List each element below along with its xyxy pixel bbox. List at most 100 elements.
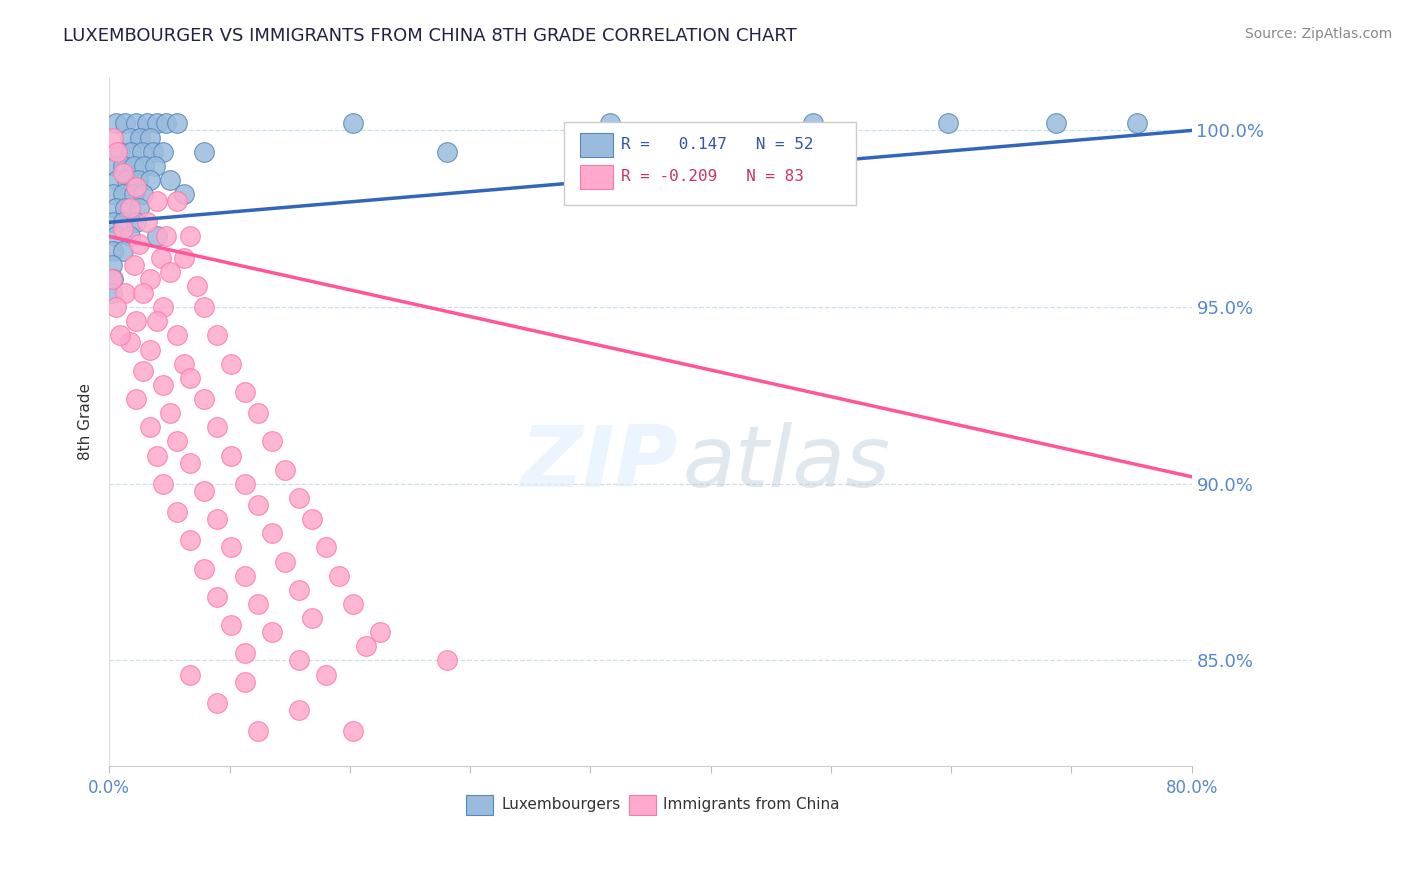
Point — [139, 173, 162, 187]
Point — [103, 130, 125, 145]
Point — [139, 272, 162, 286]
Point — [105, 229, 128, 244]
Point — [118, 335, 141, 350]
Point — [260, 434, 283, 449]
Point — [207, 696, 229, 710]
Point — [207, 420, 229, 434]
Point — [207, 590, 229, 604]
Point — [101, 258, 124, 272]
Point — [105, 145, 128, 159]
Point — [193, 392, 215, 406]
Point — [114, 285, 136, 300]
Point — [129, 130, 152, 145]
Point — [166, 328, 188, 343]
Point — [152, 145, 174, 159]
Point — [801, 116, 824, 130]
Point — [111, 187, 134, 202]
Point — [114, 116, 136, 130]
Point — [103, 272, 125, 286]
Point — [233, 674, 256, 689]
Point — [145, 229, 167, 244]
Point — [166, 434, 188, 449]
Point — [219, 541, 242, 555]
Point — [149, 251, 172, 265]
Point — [111, 215, 134, 229]
Text: Luxembourgers: Luxembourgers — [501, 797, 620, 812]
Point — [599, 116, 621, 130]
Point — [145, 449, 167, 463]
Point — [179, 667, 201, 681]
Text: LUXEMBOURGER VS IMMIGRANTS FROM CHINA 8TH GRADE CORRELATION CHART: LUXEMBOURGER VS IMMIGRANTS FROM CHINA 8T… — [63, 27, 797, 45]
Point — [287, 582, 309, 597]
Point — [125, 314, 148, 328]
Text: R = -0.209   N = 83: R = -0.209 N = 83 — [621, 169, 804, 184]
Point — [101, 272, 124, 286]
Point — [145, 194, 167, 208]
Point — [166, 505, 188, 519]
Point — [125, 180, 148, 194]
Point — [120, 145, 142, 159]
Point — [136, 215, 159, 229]
Point — [103, 244, 125, 258]
Text: 0.0%: 0.0% — [89, 779, 131, 797]
Point — [301, 611, 323, 625]
Point — [115, 173, 138, 187]
Point — [179, 229, 201, 244]
Point — [233, 476, 256, 491]
Point — [287, 491, 309, 505]
Bar — [581, 165, 613, 189]
Point — [127, 173, 149, 187]
Point — [103, 187, 125, 202]
Point — [105, 116, 128, 130]
Point — [105, 201, 128, 215]
Point — [122, 258, 145, 272]
Point — [131, 145, 153, 159]
Point — [128, 236, 150, 251]
Point — [193, 145, 215, 159]
Point — [207, 328, 229, 343]
Point — [356, 640, 378, 654]
Point — [247, 724, 270, 739]
Point — [139, 420, 162, 434]
Point — [315, 667, 337, 681]
Point — [125, 392, 148, 406]
Point — [436, 653, 458, 667]
Point — [114, 201, 136, 215]
Point — [101, 285, 124, 300]
Point — [108, 145, 131, 159]
Point — [145, 116, 167, 130]
Point — [111, 166, 134, 180]
Point — [111, 244, 134, 258]
Point — [436, 145, 458, 159]
Point — [1126, 116, 1149, 130]
Point — [1045, 116, 1067, 130]
Point — [122, 159, 145, 173]
Point — [301, 512, 323, 526]
Point — [233, 647, 256, 661]
Point — [219, 618, 242, 632]
Point — [936, 116, 959, 130]
Point — [193, 300, 215, 314]
Point — [179, 456, 201, 470]
Point — [141, 145, 163, 159]
Point — [260, 526, 283, 541]
Point — [260, 625, 283, 640]
Point — [274, 555, 297, 569]
Point — [287, 653, 309, 667]
Point — [136, 116, 159, 130]
Point — [173, 187, 195, 202]
Point — [139, 343, 162, 357]
Point — [139, 130, 162, 145]
Text: R =   0.147   N = 52: R = 0.147 N = 52 — [621, 136, 814, 152]
Point — [159, 173, 181, 187]
Point — [111, 222, 134, 236]
Point — [219, 357, 242, 371]
Point — [342, 724, 364, 739]
Point — [105, 300, 128, 314]
Point — [152, 300, 174, 314]
Point — [368, 625, 391, 640]
Point — [193, 483, 215, 498]
Point — [179, 371, 201, 385]
Point — [122, 187, 145, 202]
Point — [145, 314, 167, 328]
